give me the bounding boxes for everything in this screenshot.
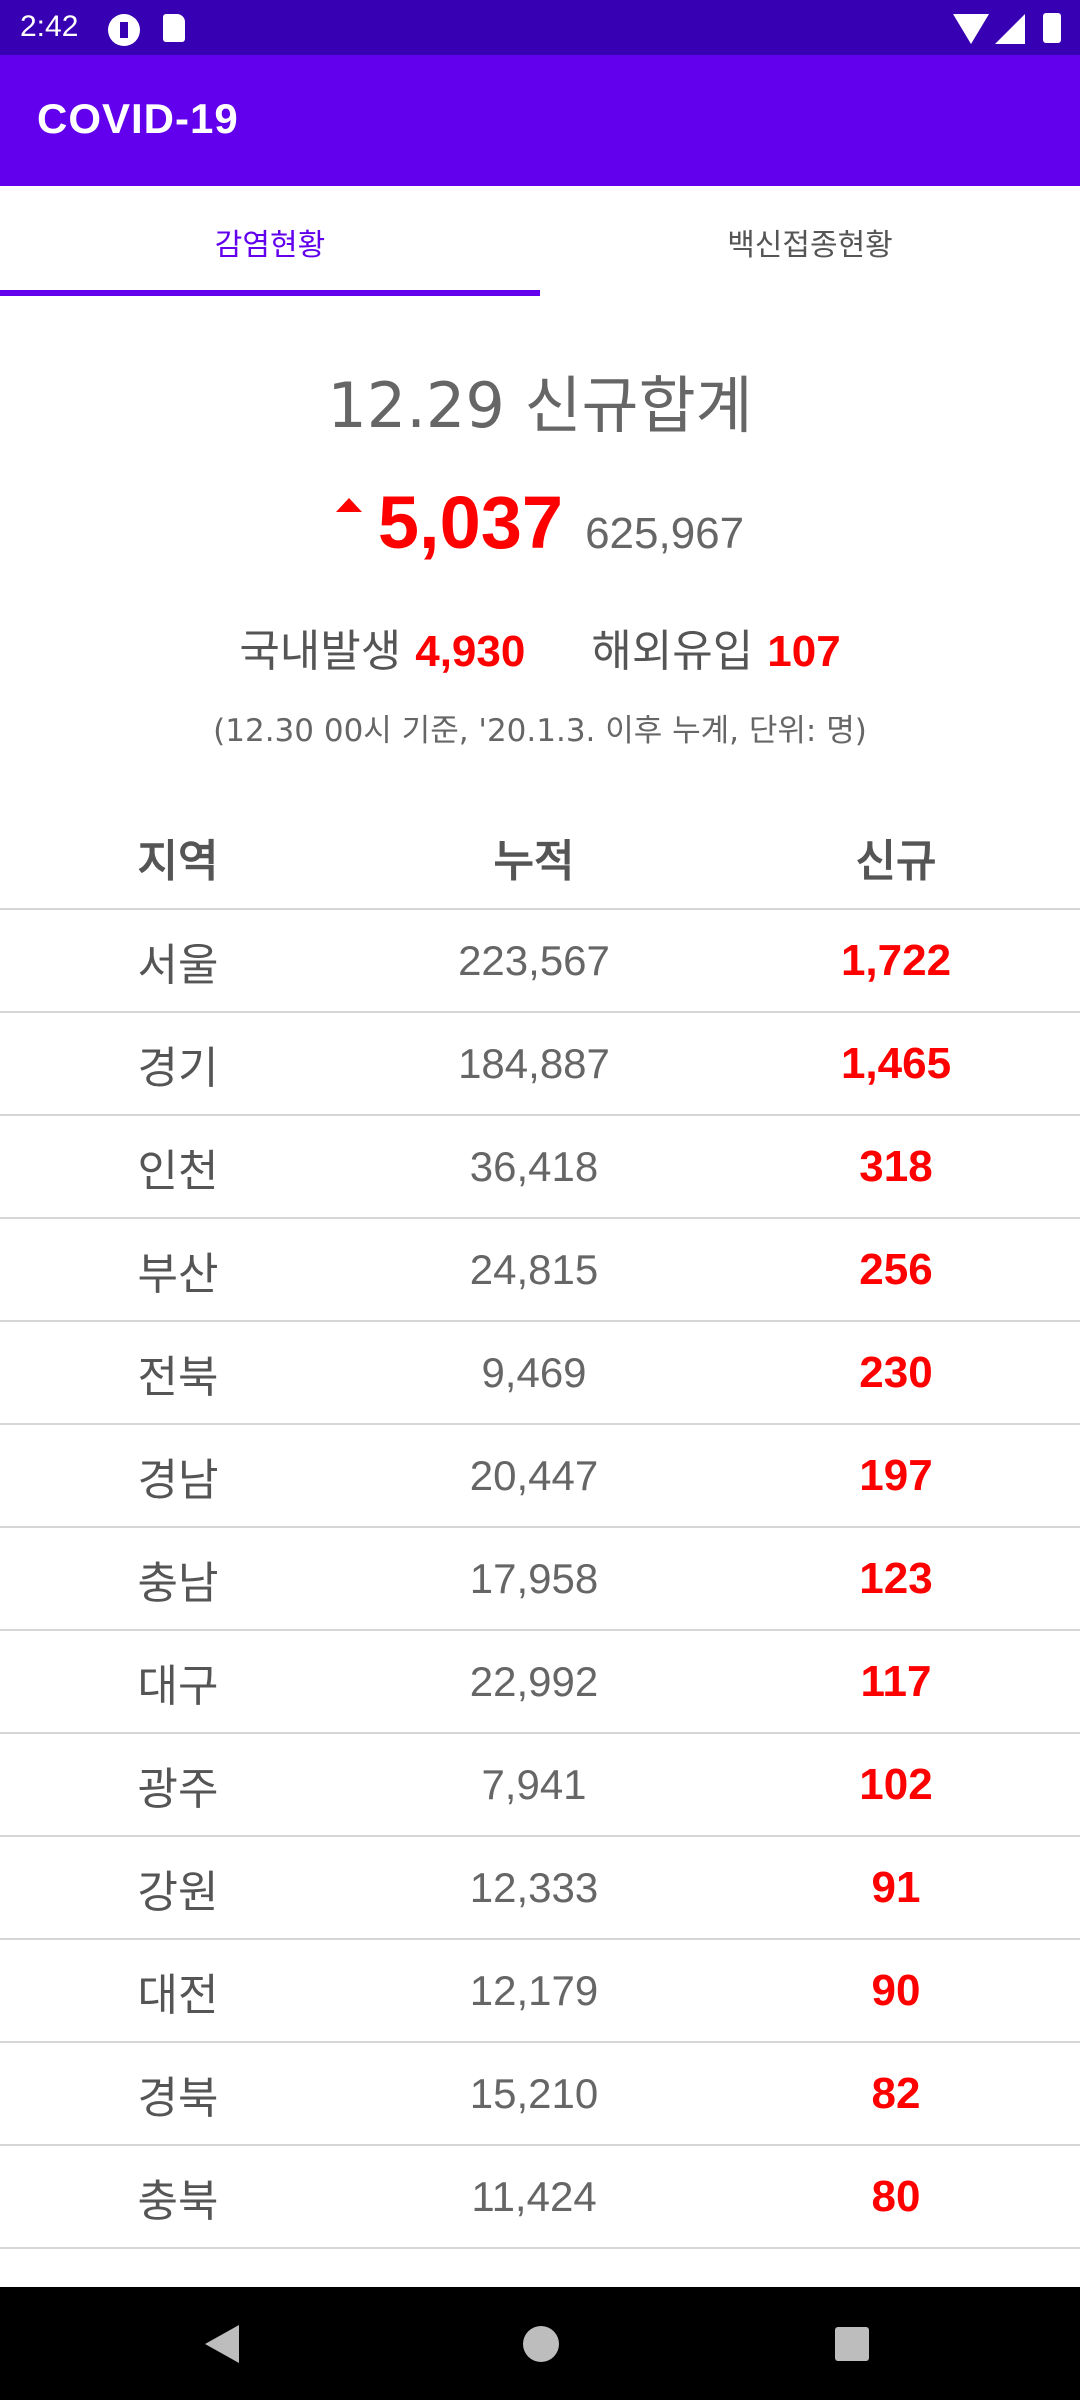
domestic-value: 4,930 — [415, 627, 526, 676]
recent-apps-icon[interactable] — [835, 2327, 869, 2361]
header-cumulative: 누적 — [493, 836, 575, 887]
table-row[interactable]: 경기 184,887 1,465 — [0, 1013, 1080, 1116]
row-region: 충북 — [137, 2175, 219, 2227]
row-new: 102 — [859, 1759, 933, 1809]
back-icon[interactable] — [205, 2325, 239, 2363]
table-header: 지역 누적 신규 — [0, 806, 1080, 910]
row-new: 1,465 — [840, 1038, 952, 1088]
row-new: 318 — [859, 1141, 933, 1191]
row-cumulative: 223,567 — [458, 936, 610, 984]
table-row[interactable]: 충남 17,958 123 — [0, 1528, 1080, 1631]
row-region: 광주 — [137, 1763, 219, 1815]
row-region: 서울 — [137, 939, 219, 991]
row-new: 123 — [859, 1553, 933, 1603]
row-new: 256 — [859, 1244, 933, 1294]
tab-bar: 감염현황 백신접종현황 — [0, 186, 1080, 297]
home-icon[interactable] — [523, 2326, 559, 2362]
tab-indicator — [0, 290, 540, 296]
row-region: 충남 — [137, 1557, 219, 1609]
notification-app-icon — [108, 14, 140, 46]
sd-card-icon — [163, 14, 185, 42]
breakdown: 국내발생 4,930 해외유입 107 — [0, 615, 1080, 679]
row-region: 경남 — [137, 1454, 219, 1506]
table-row[interactable]: 경남 20,447 197 — [0, 1425, 1080, 1528]
row-new: 117 — [860, 1656, 932, 1706]
row-region: 대구 — [137, 1660, 219, 1712]
total-row: 5,037 625,967 — [0, 480, 1080, 580]
row-cumulative: 20,447 — [469, 1451, 599, 1499]
status-time: 2:42 — [20, 10, 79, 43]
battery-icon — [1043, 13, 1061, 43]
status-bar: 2:42 — [0, 0, 1080, 55]
table-row[interactable]: 경북 15,210 82 — [0, 2043, 1080, 2146]
row-cumulative: 17,958 — [469, 1554, 599, 1602]
row-cumulative: 24,815 — [469, 1245, 599, 1293]
row-cumulative: 184,887 — [458, 1039, 610, 1087]
row-cumulative: 36,418 — [469, 1142, 599, 1190]
summary-title: 12.29 신규합계 — [327, 369, 753, 442]
row-new: 230 — [859, 1347, 933, 1397]
row-region: 인천 — [137, 1145, 219, 1197]
row-new: 80 — [871, 2171, 921, 2221]
table-row[interactable]: 서울 223,567 1,722 — [0, 910, 1080, 1013]
row-region: 경북 — [137, 2072, 219, 2124]
row-cumulative: 7,941 — [481, 1760, 587, 1808]
increase-arrow-icon — [335, 498, 362, 512]
overseas-label: 해외유입 — [591, 626, 754, 677]
row-cumulative: 15,210 — [469, 2069, 599, 2117]
row-cumulative: 12,333 — [469, 1863, 599, 1911]
table-row[interactable]: 대구 22,992 117 — [0, 1631, 1080, 1734]
row-new: 91 — [871, 1862, 921, 1912]
wifi-icon — [953, 14, 989, 44]
tab-infection-status[interactable]: 감염현황 — [214, 227, 326, 263]
domestic-label: 국내발생 — [239, 626, 402, 677]
header-new: 신규 — [855, 836, 937, 887]
table-row[interactable]: 대전 12,179 90 — [0, 1940, 1080, 2043]
row-region: 부산 — [137, 1248, 219, 1300]
region-table: 지역 누적 신규 서울 223,567 1,722 경기 184,887 1,4… — [0, 806, 1080, 2249]
row-cumulative: 11,424 — [471, 2172, 597, 2220]
row-cumulative: 12,179 — [469, 1966, 599, 2014]
row-region: 경기 — [137, 1042, 219, 1094]
row-new: 82 — [871, 2068, 921, 2118]
row-region: 강원 — [137, 1866, 219, 1918]
table-row[interactable]: 충북 11,424 80 — [0, 2146, 1080, 2249]
row-new: 197 — [859, 1450, 933, 1500]
overseas-value: 107 — [767, 627, 841, 676]
table-row[interactable]: 강원 12,333 91 — [0, 1837, 1080, 1940]
app-bar: COVID-19 — [0, 55, 1080, 186]
row-region: 대전 — [137, 1969, 219, 2021]
cell-signal-icon — [995, 14, 1025, 44]
header-region: 지역 — [137, 836, 219, 887]
row-new: 90 — [871, 1965, 921, 2015]
new-total: 5,037 — [377, 481, 564, 564]
navigation-bar — [0, 2287, 1080, 2400]
table-row[interactable]: 부산 24,815 256 — [0, 1219, 1080, 1322]
table-row[interactable]: 인천 36,418 318 — [0, 1116, 1080, 1219]
basis-note: (12.30 00시 기준, '20.1.3. 이후 누계, 단위: 명) — [213, 713, 867, 749]
cumulative-total: 625,967 — [585, 509, 745, 558]
row-cumulative: 22,992 — [469, 1657, 599, 1705]
row-cumulative: 9,469 — [481, 1348, 587, 1396]
row-region: 전북 — [137, 1351, 219, 1403]
tab-vaccination-status[interactable]: 백신접종현황 — [727, 227, 893, 263]
row-new: 1,722 — [840, 935, 952, 985]
table-row[interactable]: 전북 9,469 230 — [0, 1322, 1080, 1425]
app-title: COVID-19 — [37, 95, 239, 142]
table-row[interactable]: 광주 7,941 102 — [0, 1734, 1080, 1837]
